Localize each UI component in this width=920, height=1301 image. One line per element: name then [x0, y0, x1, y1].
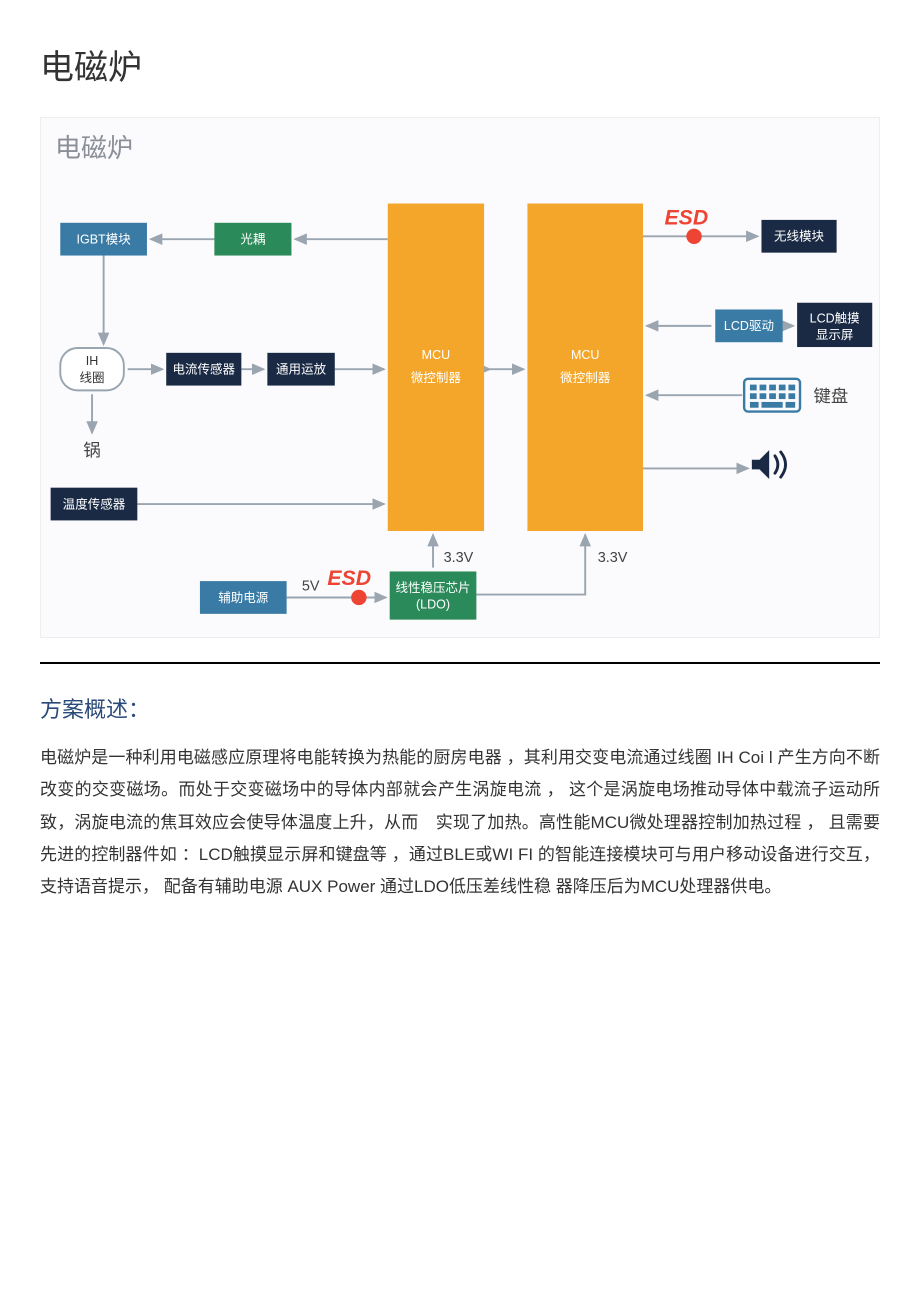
block-mcu1 — [388, 204, 484, 531]
block-lcd-touch-l2: 显示屏 — [816, 328, 854, 342]
block-diagram: 电磁炉 — [40, 117, 880, 638]
block-ldo-l2: (LDO) — [416, 597, 450, 611]
block-isense-label: 电流传感器 — [172, 361, 235, 376]
diagram-svg: ESD ESD 5V 3.3V 3.3V IGBT模块 — [41, 165, 879, 637]
block-ldo-l1: 线性稳压芯片 — [395, 580, 470, 595]
block-ldo — [390, 571, 477, 619]
block-opamp-label: 通用运放 — [276, 362, 327, 376]
block-mcu2-l1: MCU — [571, 348, 600, 362]
separator — [40, 662, 880, 664]
arrow-ldo-mcu2 — [476, 535, 585, 595]
block-opto-label: 光耦 — [240, 232, 266, 246]
diagram-header: 电磁炉 — [41, 118, 879, 165]
block-wireless-label: 无线模块 — [774, 230, 825, 244]
block-lcd-drv-label: LCD驱动 — [724, 319, 774, 333]
block-ih-l1: IH — [86, 354, 99, 368]
keyboard-label: 键盘 — [814, 386, 849, 406]
pot-label: 锅 — [83, 440, 100, 460]
section-title: 方案概述： — [40, 692, 880, 724]
block-mcu1-l2: 微控制器 — [411, 371, 462, 385]
block-igbt-label: IGBT模块 — [76, 232, 131, 246]
label-33v-a: 3.3V — [444, 550, 474, 566]
block-mcu2 — [527, 204, 643, 531]
label-33v-b: 3.3V — [598, 550, 628, 566]
esd-dot-bottom — [351, 590, 366, 605]
speaker-icon — [752, 450, 786, 479]
page-title: 电磁炉 — [40, 40, 880, 89]
block-ih-l2: 线圈 — [80, 371, 105, 385]
block-lcd-touch-l1: LCD触摸 — [810, 311, 860, 325]
block-mcu2-l2: 微控制器 — [560, 371, 611, 385]
block-mcu1-l1: MCU — [422, 348, 451, 362]
block-tsense-label: 温度传感器 — [63, 496, 126, 511]
esd-dot-top — [686, 229, 701, 244]
body-text: 电磁炉是一种利用电磁感应原理将电能转换为热能的厨房电器 ，其利用交变电流通过线圈… — [40, 742, 880, 903]
keyboard-icon — [744, 379, 800, 412]
label-5v: 5V — [302, 579, 320, 595]
block-aux-label: 辅助电源 — [218, 591, 269, 605]
esd-label-bottom: ESD — [327, 567, 371, 590]
esd-label-top: ESD — [665, 207, 709, 230]
